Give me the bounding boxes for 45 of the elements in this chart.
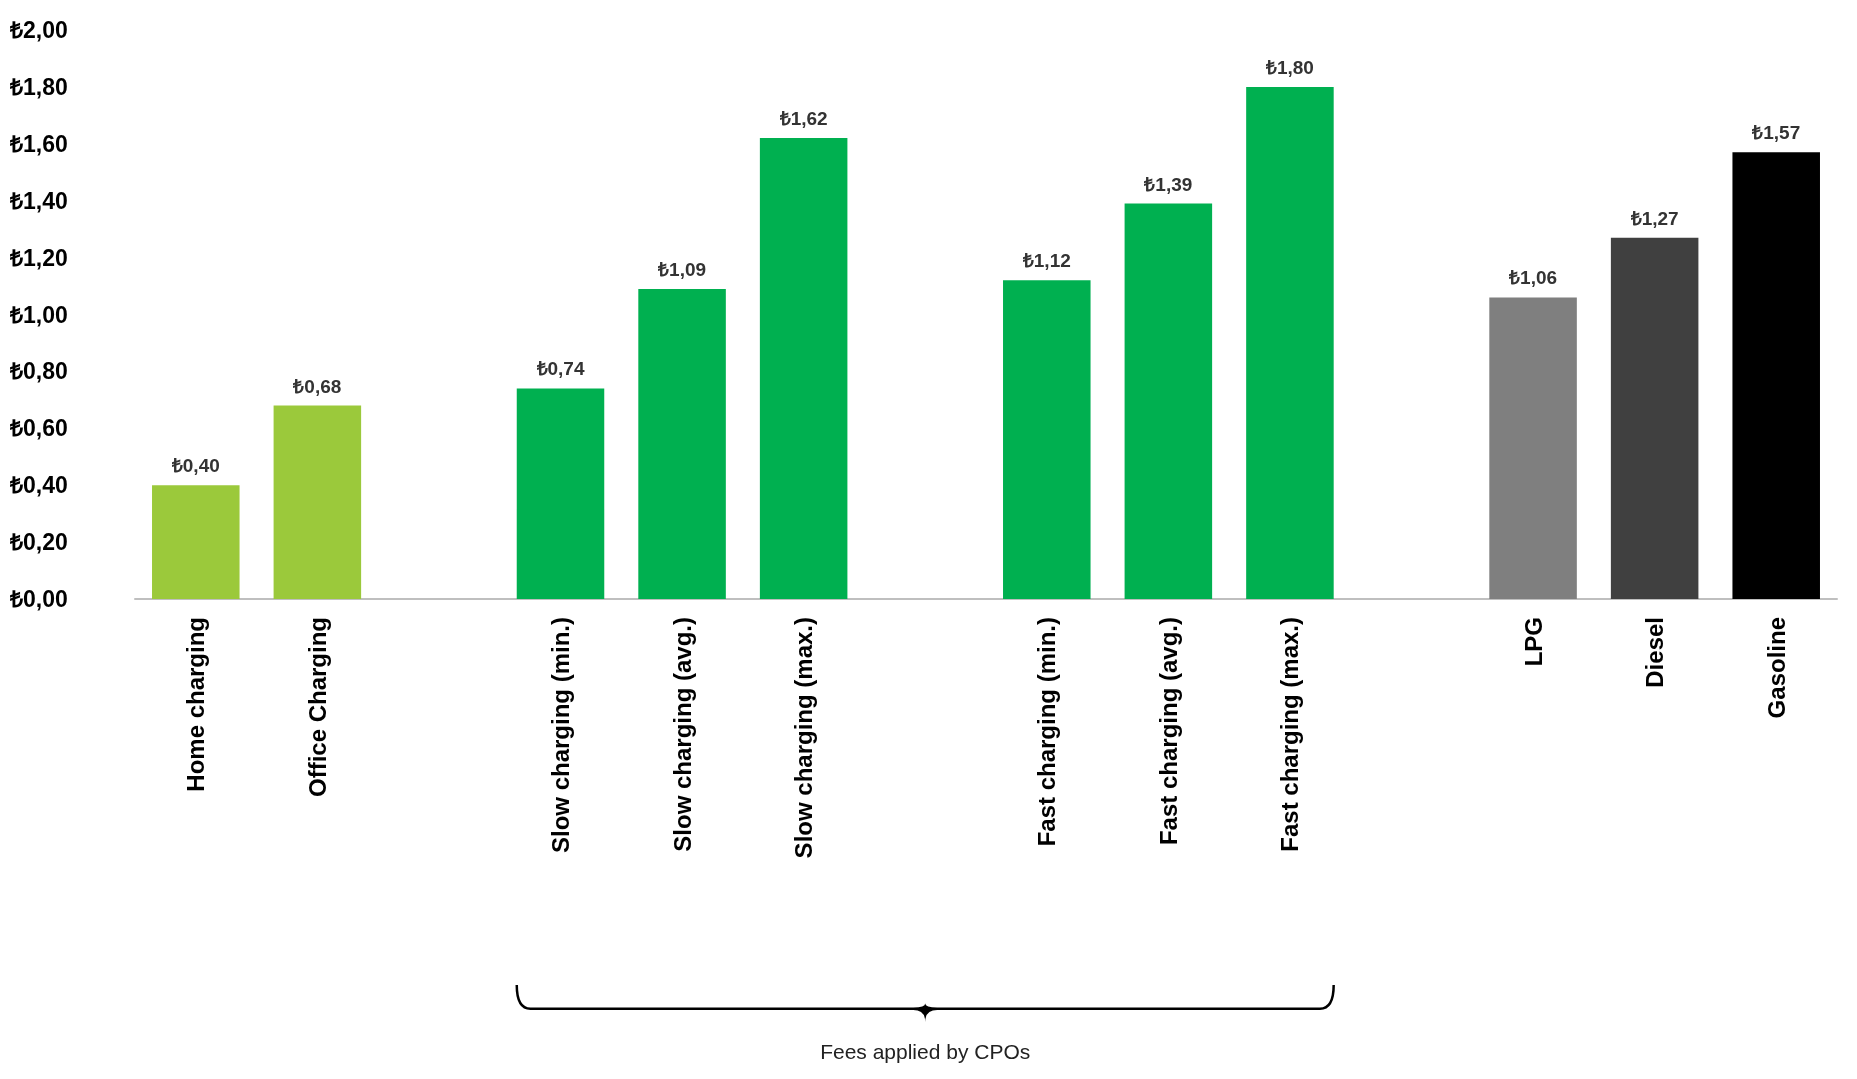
y-tick-label: ₺0,60 xyxy=(10,415,68,442)
y-tick-label: ₺0,40 xyxy=(10,472,68,499)
bar xyxy=(1610,237,1699,599)
data-label: ₺1,27 xyxy=(1630,207,1679,229)
x-tick-label: Fast charging (min.) xyxy=(1033,617,1061,847)
x-tick-label: LPG xyxy=(1519,617,1547,667)
x-tick-label: Fast charging (avg.) xyxy=(1154,617,1182,846)
y-tick-label: ₺1,80 xyxy=(10,73,68,100)
x-tick-label: Slow charging (min.) xyxy=(547,617,574,854)
data-label: ₺1,62 xyxy=(779,108,828,130)
bar xyxy=(152,485,240,599)
data-label: ₺0,40 xyxy=(171,455,220,477)
data-label: ₺0,74 xyxy=(536,358,585,380)
data-label: ₺1,12 xyxy=(1022,250,1071,272)
y-tick-label: ₺0,20 xyxy=(10,529,68,556)
bar xyxy=(1489,297,1577,599)
y-tick-label: ₺1,00 xyxy=(10,301,68,328)
data-label: ₺1,80 xyxy=(1265,56,1314,78)
bar xyxy=(1246,86,1334,599)
y-tick-label: ₺2,00 xyxy=(10,17,68,43)
bar xyxy=(273,405,362,599)
y-tick-label: ₺1,60 xyxy=(10,130,68,157)
x-tick-label: Home charging xyxy=(182,617,210,792)
x-tick-label: Gasoline xyxy=(1762,617,1790,719)
x-tick-label: Office Charging xyxy=(303,617,331,798)
x-tick-label: Diesel xyxy=(1641,617,1669,688)
data-label: ₺1,39 xyxy=(1144,173,1193,195)
bar xyxy=(1003,280,1091,599)
y-tick-label: ₺1,20 xyxy=(10,244,68,271)
bar xyxy=(516,388,605,599)
data-label: ₺0,68 xyxy=(293,375,342,397)
bar xyxy=(638,288,726,599)
bar xyxy=(759,138,848,599)
x-tick-label: Slow charging (max.) xyxy=(790,617,818,859)
data-label: ₺1,57 xyxy=(1752,122,1801,144)
y-tick-label: ₺1,40 xyxy=(10,187,68,214)
data-label: ₺1,06 xyxy=(1509,267,1558,289)
bar xyxy=(1124,203,1213,599)
bar xyxy=(1732,152,1820,599)
x-tick-label: Slow charging (avg.) xyxy=(668,617,696,852)
text: Fees applied by CPOs xyxy=(820,1040,1031,1064)
y-tick-label: ₺0,80 xyxy=(10,358,68,385)
x-tick-label: Fast charging (max.) xyxy=(1276,617,1304,852)
data-label: ₺1,09 xyxy=(658,258,707,280)
y-tick-label: ₺0,00 xyxy=(10,586,68,612)
